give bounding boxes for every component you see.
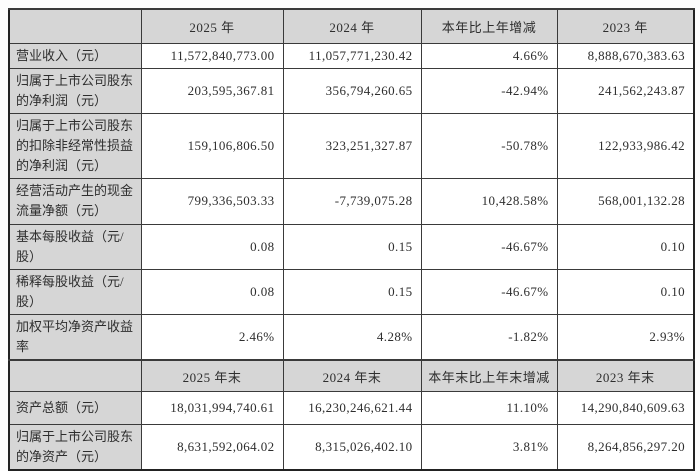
row-label: 归属于上市公司股东的净利润（元） xyxy=(8,67,142,114)
cell-2023: 2.93% xyxy=(556,314,695,361)
header-yearend-change: 本年末比上年末增减 xyxy=(420,359,558,392)
cell-2023: 568,001,132.28 xyxy=(556,178,695,225)
cell-2024: 11,057,771,230.42 xyxy=(282,42,422,69)
section2-header-row: 2025 年末 2024 年末 本年末比上年末增减 2023 年末 xyxy=(8,359,695,392)
table-row-total-assets: 资产总额（元） 18,031,994,740.61 16,230,246,621… xyxy=(8,390,695,425)
cell-2024: 323,251,327.87 xyxy=(282,112,422,180)
row-label: 归属于上市公司股东的净资产（元） xyxy=(8,423,142,471)
cell-2025: 18,031,994,740.61 xyxy=(140,390,284,425)
cell-change: -1.82% xyxy=(420,314,558,361)
cell-2025: 8,631,592,064.02 xyxy=(140,423,284,471)
row-label: 加权平均净资产收益率 xyxy=(8,314,142,361)
cell-2023: 14,290,840,609.63 xyxy=(556,390,695,425)
table-row-net-assets: 归属于上市公司股东的净资产（元） 8,631,592,064.02 8,315,… xyxy=(8,423,695,471)
financial-summary-table: 2025 年 2024 年 本年比上年增减 2023 年 营业收入（元） 11,… xyxy=(8,8,695,471)
cell-2025: 0.08 xyxy=(140,223,284,270)
cell-change: -50.78% xyxy=(420,112,558,180)
cell-2023: 241,562,243.87 xyxy=(556,67,695,114)
cell-change: -46.67% xyxy=(420,223,558,270)
header-empty xyxy=(8,359,142,392)
cell-2024: -7,739,075.28 xyxy=(282,178,422,225)
cell-2024: 8,315,026,402.10 xyxy=(282,423,422,471)
table-row-diluted-eps: 稀释每股收益（元/股） 0.08 0.15 -46.67% 0.10 xyxy=(8,268,695,316)
table-row-net-profit-excl-nonrecurring: 归属于上市公司股东的扣除非经常性损益的净利润（元） 159,106,806.50… xyxy=(8,112,695,180)
cell-2024: 16,230,246,621.44 xyxy=(282,390,422,425)
header-2024: 2024 年 xyxy=(282,8,422,44)
row-label: 营业收入（元） xyxy=(8,42,142,69)
header-empty xyxy=(8,8,142,44)
cell-2025: 159,106,806.50 xyxy=(140,112,284,180)
cell-2024: 0.15 xyxy=(282,223,422,270)
cell-change: 3.81% xyxy=(420,423,558,471)
row-label: 资产总额（元） xyxy=(8,390,142,425)
cell-change: -46.67% xyxy=(420,268,558,316)
cell-2025: 2.46% xyxy=(140,314,284,361)
table-row-weighted-avg-roe: 加权平均净资产收益率 2.46% 4.28% -1.82% 2.93% xyxy=(8,314,695,361)
cell-change: -42.94% xyxy=(420,67,558,114)
cell-2025: 0.08 xyxy=(140,268,284,316)
section1-header-row: 2025 年 2024 年 本年比上年增减 2023 年 xyxy=(8,8,695,44)
cell-change: 10,428.58% xyxy=(420,178,558,225)
cell-2024: 0.15 xyxy=(282,268,422,316)
cell-2025: 799,336,503.33 xyxy=(140,178,284,225)
table-row-operating-revenue: 营业收入（元） 11,572,840,773.00 11,057,771,230… xyxy=(8,42,695,69)
row-label: 经营活动产生的现金流量净额（元） xyxy=(8,178,142,225)
cell-2023: 122,933,986.42 xyxy=(556,112,695,180)
cell-2023: 8,888,670,383.63 xyxy=(556,42,695,69)
header-2023-yearend: 2023 年末 xyxy=(556,359,695,392)
header-yoy-change: 本年比上年增减 xyxy=(420,8,558,44)
cell-2024: 4.28% xyxy=(282,314,422,361)
cell-2023: 0.10 xyxy=(556,223,695,270)
header-2023: 2023 年 xyxy=(556,8,695,44)
cell-2024: 356,794,260.65 xyxy=(282,67,422,114)
cell-change: 4.66% xyxy=(420,42,558,69)
table-row-basic-eps: 基本每股收益（元/股） 0.08 0.15 -46.67% 0.10 xyxy=(8,223,695,270)
cell-2023: 8,264,856,297.20 xyxy=(556,423,695,471)
header-2025: 2025 年 xyxy=(140,8,284,44)
cell-2023: 0.10 xyxy=(556,268,695,316)
header-2025-yearend: 2025 年末 xyxy=(140,359,284,392)
row-label: 稀释每股收益（元/股） xyxy=(8,268,142,316)
table-row-operating-cash-flow: 经营活动产生的现金流量净额（元） 799,336,503.33 -7,739,0… xyxy=(8,178,695,225)
table-row-net-profit: 归属于上市公司股东的净利润（元） 203,595,367.81 356,794,… xyxy=(8,67,695,114)
row-label: 归属于上市公司股东的扣除非经常性损益的净利润（元） xyxy=(8,112,142,180)
cell-change: 11.10% xyxy=(420,390,558,425)
cell-2025: 11,572,840,773.00 xyxy=(140,42,284,69)
header-2024-yearend: 2024 年末 xyxy=(282,359,422,392)
row-label: 基本每股收益（元/股） xyxy=(8,223,142,270)
cell-2025: 203,595,367.81 xyxy=(140,67,284,114)
